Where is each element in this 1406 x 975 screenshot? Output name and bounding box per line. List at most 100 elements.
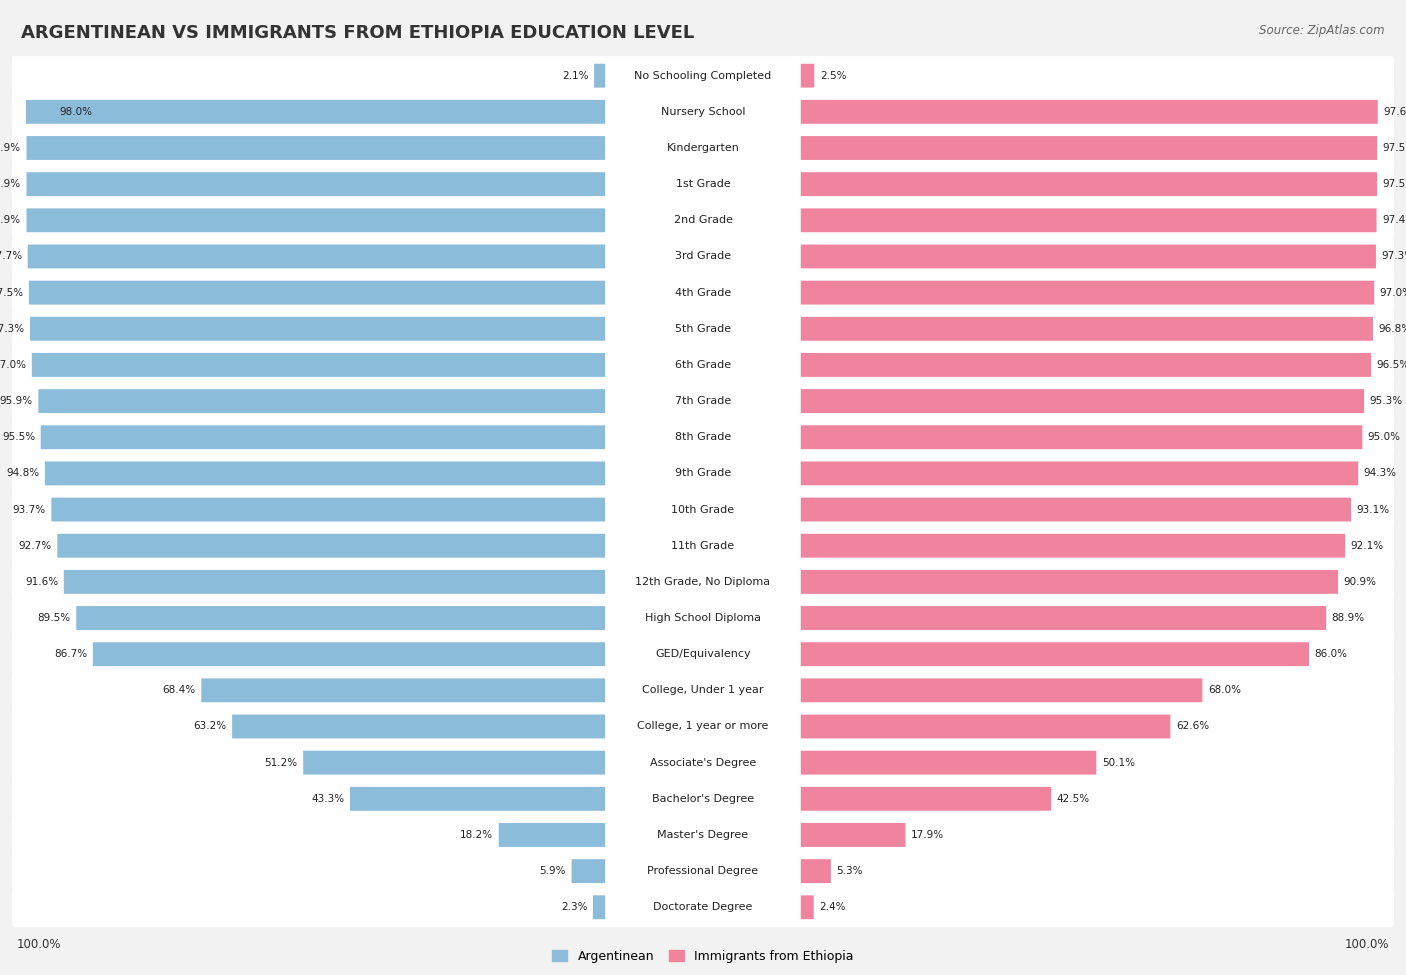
FancyBboxPatch shape (13, 779, 1393, 818)
FancyBboxPatch shape (800, 209, 1376, 232)
FancyBboxPatch shape (605, 457, 801, 489)
FancyBboxPatch shape (800, 751, 1097, 774)
FancyBboxPatch shape (800, 99, 1378, 124)
Text: 5.3%: 5.3% (837, 866, 863, 877)
FancyBboxPatch shape (13, 417, 1393, 456)
Text: High School Diploma: High School Diploma (645, 613, 761, 623)
Text: 100.0%: 100.0% (1344, 938, 1389, 951)
FancyBboxPatch shape (605, 168, 801, 201)
FancyBboxPatch shape (800, 136, 1376, 160)
FancyBboxPatch shape (800, 461, 1358, 486)
FancyBboxPatch shape (605, 602, 801, 635)
FancyBboxPatch shape (13, 815, 1393, 854)
Text: 68.4%: 68.4% (163, 685, 195, 695)
FancyBboxPatch shape (28, 245, 606, 268)
Text: 95.0%: 95.0% (1368, 432, 1400, 443)
Text: GED/Equivalency: GED/Equivalency (655, 649, 751, 659)
FancyBboxPatch shape (593, 895, 606, 919)
FancyBboxPatch shape (27, 136, 606, 160)
FancyBboxPatch shape (605, 493, 801, 526)
FancyBboxPatch shape (30, 317, 606, 340)
FancyBboxPatch shape (800, 63, 814, 88)
FancyBboxPatch shape (13, 165, 1393, 204)
Text: 86.0%: 86.0% (1315, 649, 1347, 659)
Text: 93.7%: 93.7% (13, 504, 46, 515)
Text: 62.6%: 62.6% (1175, 722, 1209, 731)
Text: College, 1 year or more: College, 1 year or more (637, 722, 769, 731)
Text: 97.9%: 97.9% (0, 143, 21, 153)
FancyBboxPatch shape (605, 96, 801, 128)
FancyBboxPatch shape (27, 173, 606, 196)
FancyBboxPatch shape (605, 349, 801, 381)
FancyBboxPatch shape (38, 389, 606, 413)
FancyBboxPatch shape (800, 715, 1170, 738)
FancyBboxPatch shape (13, 129, 1393, 168)
Text: 17.9%: 17.9% (911, 830, 945, 839)
FancyBboxPatch shape (605, 747, 801, 779)
FancyBboxPatch shape (605, 276, 801, 309)
FancyBboxPatch shape (800, 859, 831, 883)
Text: 4th Grade: 4th Grade (675, 288, 731, 297)
FancyBboxPatch shape (605, 204, 801, 237)
FancyBboxPatch shape (13, 599, 1393, 638)
FancyBboxPatch shape (13, 888, 1393, 927)
FancyBboxPatch shape (800, 643, 1309, 666)
FancyBboxPatch shape (13, 454, 1393, 493)
Text: Source: ZipAtlas.com: Source: ZipAtlas.com (1260, 24, 1385, 37)
FancyBboxPatch shape (13, 490, 1393, 529)
FancyBboxPatch shape (800, 281, 1374, 304)
Text: Doctorate Degree: Doctorate Degree (654, 902, 752, 913)
Text: 1st Grade: 1st Grade (676, 179, 730, 189)
Text: 89.5%: 89.5% (38, 613, 70, 623)
FancyBboxPatch shape (25, 99, 606, 124)
Text: 97.0%: 97.0% (0, 360, 27, 370)
FancyBboxPatch shape (605, 855, 801, 887)
FancyBboxPatch shape (13, 345, 1393, 384)
FancyBboxPatch shape (605, 240, 801, 273)
FancyBboxPatch shape (605, 783, 801, 815)
FancyBboxPatch shape (13, 273, 1393, 312)
Text: 97.3%: 97.3% (0, 324, 24, 333)
Text: 95.3%: 95.3% (1369, 396, 1403, 406)
Text: 2nd Grade: 2nd Grade (673, 215, 733, 225)
Text: 97.5%: 97.5% (1382, 179, 1406, 189)
Text: 9th Grade: 9th Grade (675, 468, 731, 479)
FancyBboxPatch shape (605, 891, 801, 923)
FancyBboxPatch shape (13, 381, 1393, 420)
FancyBboxPatch shape (605, 132, 801, 164)
Text: 92.7%: 92.7% (18, 541, 52, 551)
Text: 96.5%: 96.5% (1376, 360, 1406, 370)
FancyBboxPatch shape (304, 751, 606, 774)
Text: 95.9%: 95.9% (0, 396, 32, 406)
FancyBboxPatch shape (13, 201, 1393, 240)
FancyBboxPatch shape (800, 570, 1339, 594)
FancyBboxPatch shape (800, 787, 1052, 811)
FancyBboxPatch shape (605, 385, 801, 417)
Text: 10th Grade: 10th Grade (672, 504, 734, 515)
Text: 97.4%: 97.4% (1382, 215, 1406, 225)
FancyBboxPatch shape (605, 421, 801, 453)
FancyBboxPatch shape (13, 743, 1393, 782)
FancyBboxPatch shape (605, 566, 801, 598)
FancyBboxPatch shape (605, 529, 801, 562)
FancyBboxPatch shape (13, 707, 1393, 746)
FancyBboxPatch shape (93, 643, 606, 666)
FancyBboxPatch shape (13, 563, 1393, 602)
FancyBboxPatch shape (800, 823, 905, 847)
FancyBboxPatch shape (800, 389, 1364, 413)
Text: 86.7%: 86.7% (55, 649, 87, 659)
FancyBboxPatch shape (13, 851, 1393, 890)
Text: 18.2%: 18.2% (460, 830, 494, 839)
Text: 94.8%: 94.8% (6, 468, 39, 479)
FancyBboxPatch shape (800, 353, 1371, 377)
Text: 3rd Grade: 3rd Grade (675, 252, 731, 261)
FancyBboxPatch shape (13, 237, 1393, 276)
FancyBboxPatch shape (32, 353, 606, 377)
Text: 7th Grade: 7th Grade (675, 396, 731, 406)
FancyBboxPatch shape (572, 859, 606, 883)
Text: 2.5%: 2.5% (820, 70, 846, 81)
FancyBboxPatch shape (45, 461, 606, 486)
Text: 43.3%: 43.3% (311, 794, 344, 803)
Text: College, Under 1 year: College, Under 1 year (643, 685, 763, 695)
Text: Associate's Degree: Associate's Degree (650, 758, 756, 767)
